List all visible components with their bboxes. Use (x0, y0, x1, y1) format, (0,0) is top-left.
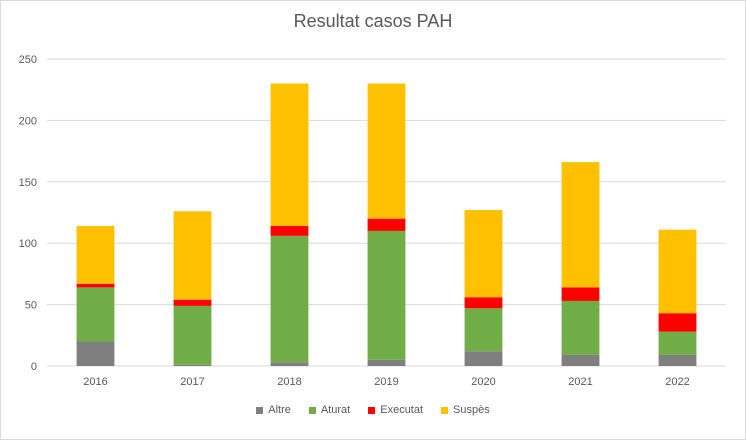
x-tick-label: 2018 (277, 376, 301, 388)
x-tick-label: 2017 (180, 376, 204, 388)
bar-executat-2020 (464, 297, 503, 309)
bar-aturat-2020 (464, 308, 503, 352)
x-tick-label: 2019 (374, 376, 398, 388)
chart-plot: 0 50 100 150 200 250 2016 2017 2018 2019 2020 2021 2… (19, 54, 726, 388)
legend-item-aturat: Aturat (308, 404, 351, 416)
legend-label: Suspès (453, 404, 490, 416)
bar-altre-2019 (367, 359, 406, 366)
bar-suspès-2018 (270, 83, 309, 227)
bar-suspès-2022 (658, 229, 697, 314)
bar-executat-2017 (173, 299, 212, 306)
chart-legend: Altre Aturat Executat Suspès (1, 404, 745, 416)
bar-suspès-2019 (367, 83, 406, 219)
bar-altre-2021 (561, 354, 600, 366)
bar-suspès-2020 (464, 210, 503, 298)
bar-altre-2017 (173, 364, 212, 366)
bar-executat-2021 (561, 287, 600, 301)
bar-altre-2020 (464, 351, 503, 366)
chart-title: Resultat casos PAH (293, 11, 453, 31)
bar-aturat-2021 (561, 300, 600, 355)
legend-label: Executat (380, 404, 424, 416)
bar-altre-2016 (76, 341, 115, 366)
legend-swatch (308, 406, 316, 414)
legend-swatch (441, 406, 449, 414)
y-tick-label: 150 (19, 177, 37, 189)
legend-item-altre: Altre (256, 404, 291, 416)
bar-altre-2022 (658, 354, 697, 366)
y-tick-label: 50 (25, 300, 37, 312)
x-tick-label: 2016 (83, 376, 107, 388)
bar-altre-2018 (270, 362, 309, 366)
bar-executat-2019 (367, 218, 406, 231)
x-tick-label: 2021 (568, 376, 592, 388)
x-tick-label: 2022 (665, 376, 689, 388)
y-tick-label: 100 (19, 238, 37, 250)
bar-suspès-2017 (173, 211, 212, 300)
bar-aturat-2022 (658, 331, 697, 355)
x-tick-label: 2020 (471, 376, 495, 388)
bar-executat-2016 (76, 283, 115, 288)
y-tick-label: 250 (19, 54, 37, 66)
bar-aturat-2017 (173, 305, 212, 365)
bar-executat-2022 (658, 313, 697, 332)
legend-label: Altre (268, 404, 291, 416)
bar-suspès-2021 (561, 162, 600, 288)
bar-suspès-2016 (76, 226, 115, 284)
bar-aturat-2016 (76, 287, 115, 342)
bar-aturat-2019 (367, 230, 406, 360)
legend-label: Aturat (320, 404, 351, 416)
legend-item-executat: Executat (368, 404, 423, 416)
y-tick-label: 0 (31, 361, 37, 373)
legend-swatch (368, 406, 376, 414)
legend-item-suspès: Suspès (441, 404, 490, 416)
bar-executat-2018 (270, 226, 309, 236)
y-tick-label: 200 (19, 115, 37, 127)
bar-aturat-2018 (270, 235, 309, 363)
legend-swatch (256, 406, 264, 414)
